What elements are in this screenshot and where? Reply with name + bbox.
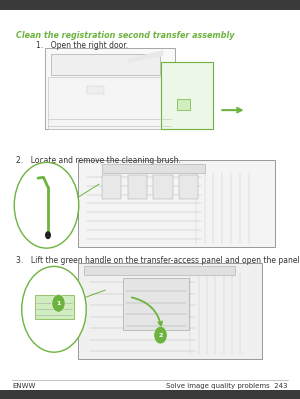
Text: 2. Locate and remove the cleaning brush.: 2. Locate and remove the cleaning brush.: [16, 156, 181, 166]
Circle shape: [45, 231, 51, 239]
FancyBboxPatch shape: [178, 174, 198, 199]
Circle shape: [52, 294, 65, 312]
FancyBboxPatch shape: [102, 174, 122, 199]
FancyBboxPatch shape: [84, 266, 235, 275]
FancyBboxPatch shape: [153, 174, 172, 199]
FancyBboxPatch shape: [51, 53, 160, 75]
FancyBboxPatch shape: [87, 86, 104, 94]
Bar: [0, 0, 300, 10]
Text: 3. Lift the green handle on the transfer-access panel and open the panel.: 3. Lift the green handle on the transfer…: [16, 256, 300, 265]
FancyBboxPatch shape: [123, 278, 189, 330]
Polygon shape: [129, 51, 163, 62]
FancyBboxPatch shape: [45, 48, 175, 129]
Text: 1: 1: [56, 301, 61, 306]
FancyBboxPatch shape: [48, 77, 174, 129]
Text: 2: 2: [158, 333, 163, 338]
Text: ENWW: ENWW: [12, 383, 35, 389]
Text: Solve image quality problems  243: Solve image quality problems 243: [167, 383, 288, 389]
Bar: [0, 390, 300, 399]
FancyBboxPatch shape: [160, 62, 213, 129]
FancyBboxPatch shape: [102, 164, 205, 173]
FancyBboxPatch shape: [78, 263, 262, 359]
Text: 1. Open the right door.: 1. Open the right door.: [36, 41, 128, 50]
Ellipse shape: [22, 267, 86, 352]
FancyBboxPatch shape: [34, 295, 74, 319]
FancyBboxPatch shape: [78, 160, 275, 247]
Text: Clean the registration second transfer assembly: Clean the registration second transfer a…: [16, 31, 235, 40]
Ellipse shape: [14, 162, 79, 248]
Circle shape: [154, 326, 167, 344]
FancyBboxPatch shape: [177, 99, 190, 110]
FancyBboxPatch shape: [128, 174, 147, 199]
